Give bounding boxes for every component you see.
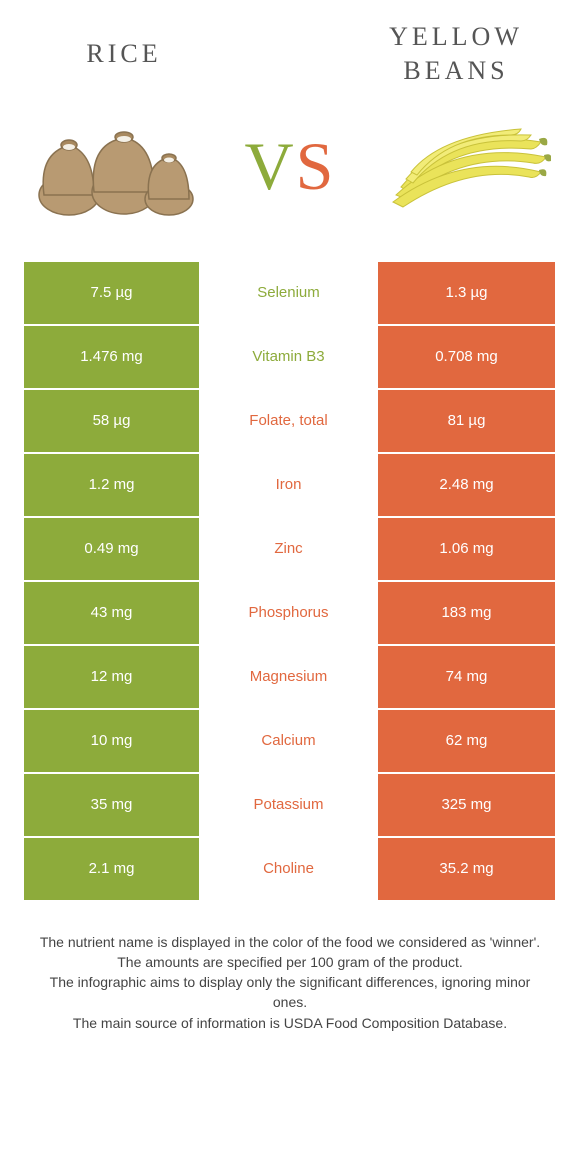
rice-sacks-icon	[24, 112, 204, 222]
nutrient-name: Magnesium	[201, 646, 378, 708]
value-left: 0.49 mg	[24, 518, 201, 580]
value-right: 74 mg	[378, 646, 555, 708]
food-title-right: YELLOW BEANS	[356, 20, 556, 88]
value-left: 1.476 mg	[24, 326, 201, 388]
value-left: 35 mg	[24, 774, 201, 836]
nutrient-name: Vitamin B3	[201, 326, 378, 388]
value-right: 325 mg	[378, 774, 555, 836]
value-left: 7.5 µg	[24, 262, 201, 324]
nutrient-name: Iron	[201, 454, 378, 516]
nutrient-name: Zinc	[201, 518, 378, 580]
value-right: 35.2 mg	[378, 838, 555, 900]
table-row: 0.49 mgZinc1.06 mg	[24, 518, 556, 582]
footnotes: The nutrient name is displayed in the co…	[24, 932, 556, 1033]
value-right: 62 mg	[378, 710, 555, 772]
table-row: 2.1 mgCholine35.2 mg	[24, 838, 556, 902]
value-left: 2.1 mg	[24, 838, 201, 900]
table-row: 43 mgPhosphorus183 mg	[24, 582, 556, 646]
footnote-line: The infographic aims to display only the…	[34, 972, 546, 1013]
table-row: 7.5 µgSelenium1.3 µg	[24, 262, 556, 326]
table-row: 12 mgMagnesium74 mg	[24, 646, 556, 710]
table-row: 1.2 mgIron2.48 mg	[24, 454, 556, 518]
value-right: 2.48 mg	[378, 454, 555, 516]
nutrient-name: Phosphorus	[201, 582, 378, 644]
value-right: 1.3 µg	[378, 262, 555, 324]
table-row: 10 mgCalcium62 mg	[24, 710, 556, 774]
value-left: 1.2 mg	[24, 454, 201, 516]
vs-label: VS	[245, 127, 336, 206]
table-row: 58 µgFolate, total81 µg	[24, 390, 556, 454]
vs-row: VS	[24, 112, 556, 222]
nutrient-name: Potassium	[201, 774, 378, 836]
value-left: 12 mg	[24, 646, 201, 708]
footnote-line: The amounts are specified per 100 gram o…	[34, 952, 546, 972]
value-right: 81 µg	[378, 390, 555, 452]
table-row: 1.476 mgVitamin B30.708 mg	[24, 326, 556, 390]
nutrient-name: Choline	[201, 838, 378, 900]
table-row: 35 mgPotassium325 mg	[24, 774, 556, 838]
value-left: 10 mg	[24, 710, 201, 772]
value-right: 183 mg	[378, 582, 555, 644]
value-right: 0.708 mg	[378, 326, 555, 388]
value-right: 1.06 mg	[378, 518, 555, 580]
comparison-table: 7.5 µgSelenium1.3 µg1.476 mgVitamin B30.…	[24, 262, 556, 902]
value-left: 58 µg	[24, 390, 201, 452]
food-title-left: RICE	[24, 37, 224, 71]
footnote-line: The nutrient name is displayed in the co…	[34, 932, 546, 952]
nutrient-name: Calcium	[201, 710, 378, 772]
yellow-beans-icon	[376, 112, 556, 222]
nutrient-name: Selenium	[201, 262, 378, 324]
vs-letter-v: V	[245, 128, 296, 204]
nutrient-name: Folate, total	[201, 390, 378, 452]
footnote-line: The main source of information is USDA F…	[34, 1013, 546, 1033]
vs-letter-s: S	[296, 128, 336, 204]
header-titles: RICE YELLOW BEANS	[24, 20, 556, 88]
value-left: 43 mg	[24, 582, 201, 644]
